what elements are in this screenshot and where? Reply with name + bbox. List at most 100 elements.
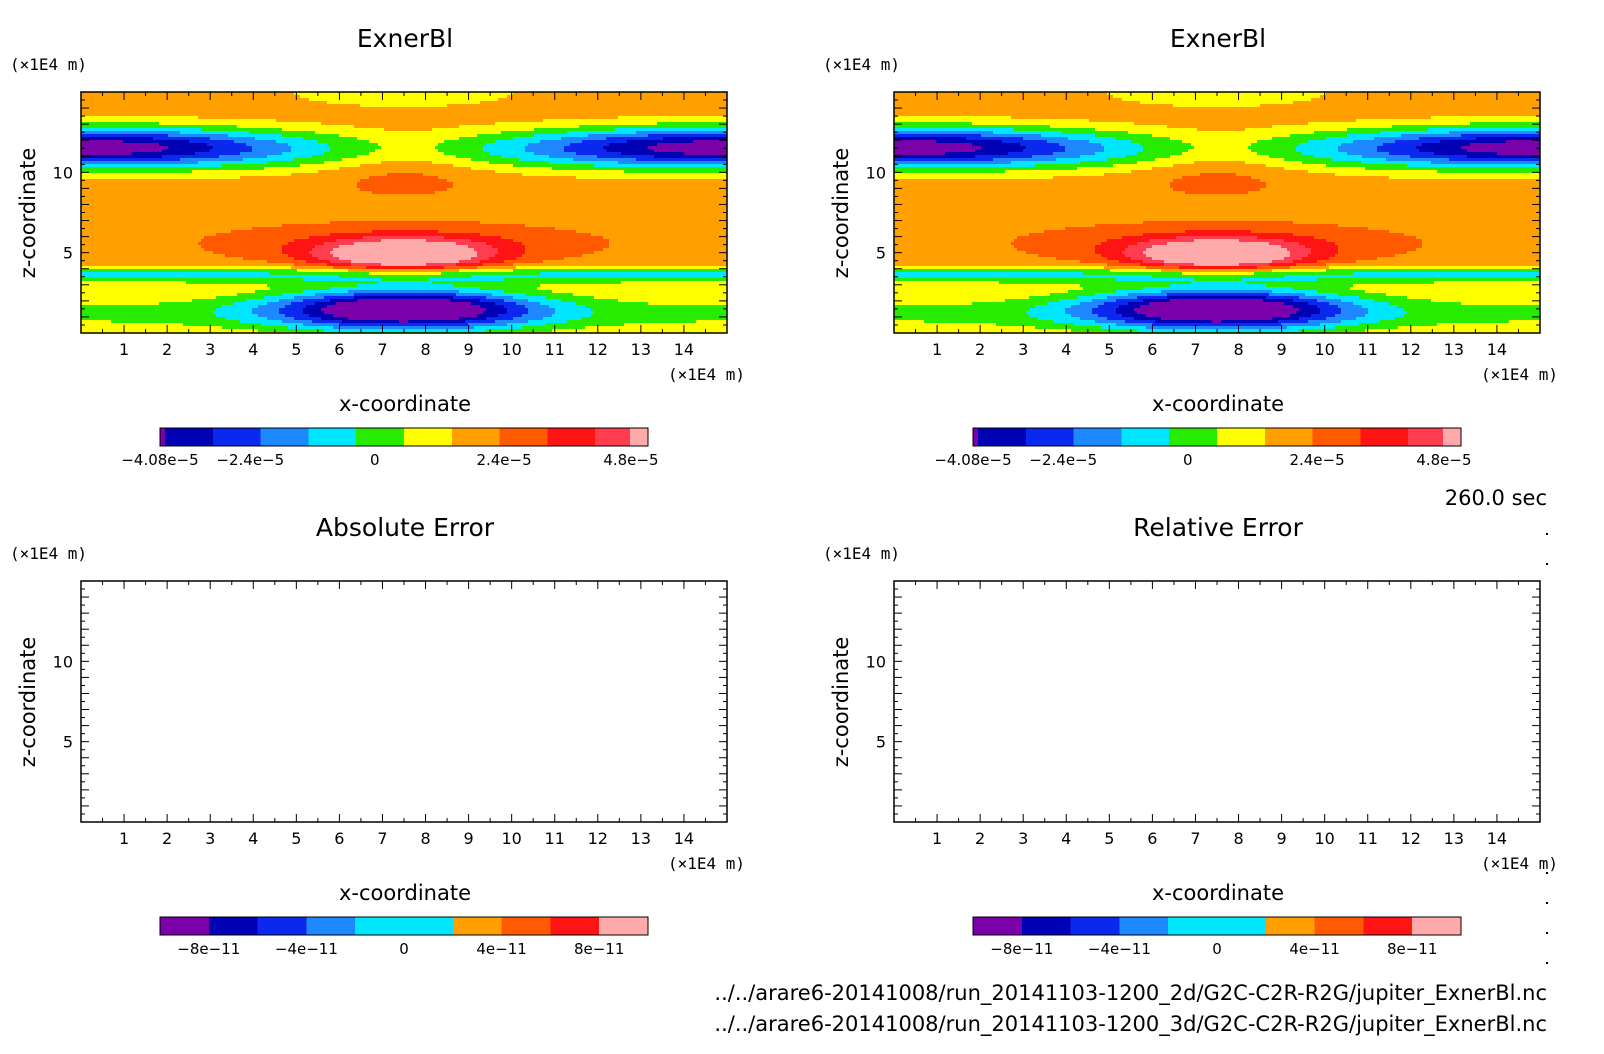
contour-cell bbox=[1050, 293, 1095, 296]
contour-cell bbox=[1098, 305, 1119, 308]
contour-cell bbox=[525, 149, 564, 152]
contour-cell bbox=[1038, 254, 1101, 257]
contour-cell bbox=[894, 320, 924, 323]
contour-cell bbox=[495, 122, 657, 125]
contour-cell bbox=[276, 119, 543, 122]
contour-cell bbox=[81, 176, 240, 179]
colorbar-swatch bbox=[212, 428, 261, 446]
contour-cell bbox=[894, 233, 1029, 236]
contour-cell bbox=[1065, 311, 1092, 314]
contour-cell bbox=[1287, 248, 1311, 251]
contour-cell bbox=[540, 284, 727, 287]
contour-cell bbox=[384, 128, 432, 131]
contour-cell bbox=[570, 143, 609, 146]
contour-cell bbox=[81, 170, 192, 173]
contour-cell bbox=[1080, 161, 1137, 164]
contour-cell bbox=[1359, 323, 1437, 326]
contour-cell bbox=[1101, 143, 1140, 146]
colorbar-swatch bbox=[356, 428, 404, 446]
contour-cell bbox=[1263, 299, 1293, 302]
contour-cell bbox=[195, 152, 240, 155]
contour-cell bbox=[528, 308, 555, 311]
contour-cell bbox=[684, 152, 727, 155]
contour-cell bbox=[216, 308, 252, 311]
contour-cell bbox=[1122, 314, 1146, 317]
contour-cell bbox=[1434, 281, 1540, 284]
contour-cell bbox=[588, 134, 648, 137]
contour-cell bbox=[480, 260, 504, 263]
contour-cell bbox=[360, 164, 453, 167]
colorbar-swatch bbox=[1360, 428, 1409, 446]
contour-cell bbox=[1353, 272, 1540, 275]
contour-cell bbox=[81, 161, 198, 164]
contour-cell bbox=[213, 311, 252, 314]
contour-cell bbox=[591, 314, 727, 317]
contour-cell bbox=[1104, 149, 1143, 152]
x-tick-label: 6 bbox=[1147, 829, 1157, 848]
contour-cell bbox=[81, 203, 727, 206]
contour-cell bbox=[1356, 260, 1540, 263]
contour-cell bbox=[1116, 290, 1161, 293]
contour-cell bbox=[636, 131, 727, 134]
contour-cell bbox=[1416, 248, 1540, 251]
contour-cell bbox=[363, 236, 444, 239]
contour-cell bbox=[894, 254, 1038, 257]
contour-cell bbox=[81, 146, 168, 149]
contour-cell bbox=[1269, 263, 1296, 266]
contour-cell bbox=[1176, 236, 1257, 239]
contour-cell bbox=[81, 164, 222, 167]
contour-cell bbox=[1308, 140, 1353, 143]
contour-cell bbox=[576, 176, 727, 179]
colorbar-swatch bbox=[550, 917, 600, 935]
contour-cell bbox=[1095, 128, 1197, 131]
contour-cell bbox=[330, 149, 375, 152]
x-tick-label: 9 bbox=[1277, 340, 1287, 359]
contour-cell bbox=[222, 326, 288, 329]
contour-cell bbox=[894, 278, 1116, 281]
contour-cell bbox=[339, 134, 477, 137]
x-tick-label: 7 bbox=[377, 829, 387, 848]
contour-cell bbox=[321, 317, 348, 320]
contour-cell bbox=[894, 221, 1143, 224]
contour-cell bbox=[168, 146, 213, 149]
contour-cell bbox=[336, 302, 471, 305]
contour-cell bbox=[291, 149, 330, 152]
contour-cell bbox=[1329, 266, 1540, 269]
colorbar-swatch bbox=[1363, 917, 1413, 935]
contour-cell bbox=[318, 257, 339, 260]
contour-cell bbox=[1365, 314, 1404, 317]
x-tick-label: 8 bbox=[1233, 829, 1243, 848]
y-tick-label: 10 bbox=[53, 163, 73, 182]
contour-cell bbox=[81, 281, 186, 284]
colorbar-swatch bbox=[978, 428, 1026, 446]
contour-cell bbox=[1125, 248, 1146, 251]
x-tick-label: 1 bbox=[119, 340, 129, 359]
contour-cell bbox=[501, 131, 567, 134]
colorbar-label: −4.08e−5 bbox=[121, 451, 198, 469]
contour-cell bbox=[483, 311, 507, 314]
contour-cell bbox=[1419, 149, 1467, 152]
contour-cell bbox=[1092, 311, 1116, 314]
contour-cell bbox=[375, 149, 438, 152]
contour-cell bbox=[606, 149, 654, 152]
contour-cell bbox=[693, 140, 727, 143]
x-tick-label: 11 bbox=[545, 829, 565, 848]
contour-cell bbox=[1269, 155, 1314, 158]
contour-cell bbox=[330, 233, 480, 236]
contour-cell bbox=[348, 269, 459, 272]
contour-cell bbox=[1395, 317, 1540, 320]
contour-cell bbox=[432, 281, 621, 284]
contour-cell bbox=[1212, 320, 1221, 323]
contour-cell bbox=[1272, 260, 1293, 263]
contour-cell bbox=[81, 98, 309, 101]
contour-cell bbox=[696, 320, 727, 323]
contour-cell bbox=[1101, 242, 1137, 245]
contour-cell bbox=[282, 224, 525, 227]
contour-cell bbox=[333, 266, 366, 269]
contour-cell bbox=[1161, 290, 1272, 293]
contour-cell bbox=[1071, 314, 1098, 317]
contour-cell bbox=[993, 158, 1056, 161]
contour-cell bbox=[435, 191, 727, 194]
contour-cell bbox=[894, 215, 1540, 218]
x-unit-label: (×1E4 m) bbox=[1481, 854, 1558, 873]
